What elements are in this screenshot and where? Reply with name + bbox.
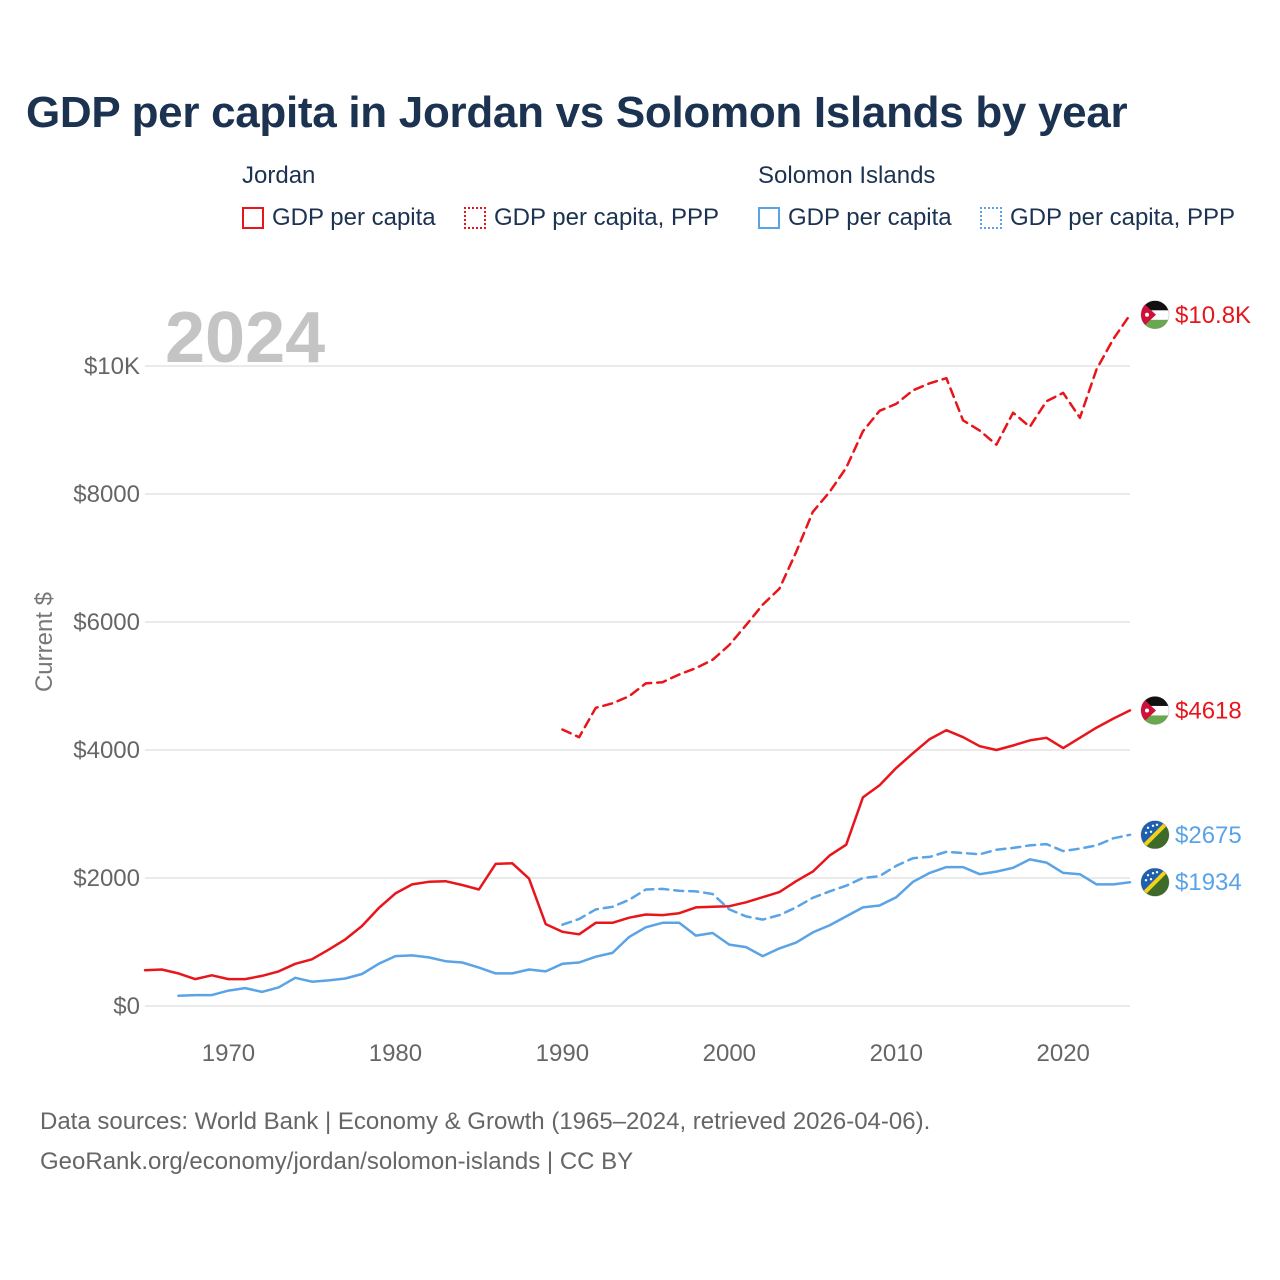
y-axis-title: Current $ xyxy=(31,592,58,692)
solomon-islands-flag-icon xyxy=(1141,868,1169,897)
legend-swatch-solid xyxy=(242,207,264,229)
flag-star xyxy=(1144,831,1148,834)
flag-star xyxy=(1155,871,1159,874)
year-watermark: 2024 xyxy=(165,298,325,378)
flag-star xyxy=(1149,878,1153,881)
flag-star xyxy=(1145,312,1149,317)
legend-item-solomon-gdp[interactable]: GDP per capita xyxy=(758,204,952,232)
flag-star xyxy=(1146,826,1150,829)
footer-sources: Data sources: World Bank | Economy & Gro… xyxy=(40,1108,931,1135)
x-tick-label: 2000 xyxy=(703,1040,756,1067)
flag-stripe-green xyxy=(1141,319,1169,329)
flag-star xyxy=(1151,872,1155,875)
solomon-islands-flag-icon xyxy=(1141,820,1169,849)
series-line[interactable] xyxy=(561,833,1132,926)
flag-outline xyxy=(1140,300,1170,330)
y-tick-label: $2000 xyxy=(73,865,140,892)
flag-stripe-black xyxy=(1141,300,1169,311)
legend-swatch-solid xyxy=(758,207,780,229)
flag-outline xyxy=(1140,820,1170,850)
flag-outline xyxy=(1140,867,1170,897)
legend-label: GDP per capita, PPP xyxy=(1010,204,1235,231)
y-tick-label: $0 xyxy=(113,993,140,1020)
y-tick-label: $6000 xyxy=(73,609,140,636)
end-value-label: $2675 xyxy=(1175,822,1242,849)
jordan-flag-icon xyxy=(1141,300,1169,329)
jordan-flag-icon xyxy=(1141,696,1169,725)
legend-item-solomon-gdp-ppp[interactable]: GDP per capita, PPP xyxy=(980,204,1235,232)
footer-link[interactable]: GeoRank.org/economy/jordan/solomon-islan… xyxy=(40,1148,634,1175)
flag-star xyxy=(1146,874,1150,877)
x-tick-label: 2020 xyxy=(1037,1040,1090,1067)
flag-star xyxy=(1155,823,1159,826)
legend-item-jordan-gdp[interactable]: GDP per capita xyxy=(242,204,436,232)
flag-star xyxy=(1149,830,1153,833)
x-tick-label: 1980 xyxy=(369,1040,422,1067)
series-line[interactable] xyxy=(561,313,1132,739)
legend-label: GDP per capita xyxy=(788,204,952,231)
series-line[interactable] xyxy=(143,709,1132,981)
legend-group-solomon-islands: Solomon Islands xyxy=(758,162,936,189)
end-value-label: $10.8K xyxy=(1175,302,1251,329)
chart-title: GDP per capita in Jordan vs Solomon Isla… xyxy=(26,88,1128,137)
legend-swatch-dotted xyxy=(464,207,486,229)
flag-stripe-black xyxy=(1141,696,1169,707)
end-value-label: $1934 xyxy=(1175,869,1242,896)
y-tick-label: $4000 xyxy=(73,737,140,764)
flag-star xyxy=(1151,824,1155,827)
legend-label: GDP per capita, PPP xyxy=(494,204,719,231)
flag-star xyxy=(1145,708,1149,713)
x-tick-label: 2010 xyxy=(870,1040,923,1067)
x-tick-label: 1990 xyxy=(536,1040,589,1067)
legend-item-jordan-gdp-ppp[interactable]: GDP per capita, PPP xyxy=(464,204,719,232)
y-tick-label: $8000 xyxy=(73,481,140,508)
flag-stripe-green xyxy=(1141,715,1169,725)
flag-star xyxy=(1144,879,1148,882)
end-value-label: $4618 xyxy=(1175,697,1242,724)
legend-swatch-dotted xyxy=(980,207,1002,229)
x-tick-label: 1970 xyxy=(202,1040,255,1067)
flag-outline xyxy=(1140,695,1170,725)
y-tick-label: $10K xyxy=(84,353,140,380)
legend-group-jordan: Jordan xyxy=(242,162,316,189)
series-line[interactable] xyxy=(177,858,1132,998)
legend-label: GDP per capita xyxy=(272,204,436,231)
